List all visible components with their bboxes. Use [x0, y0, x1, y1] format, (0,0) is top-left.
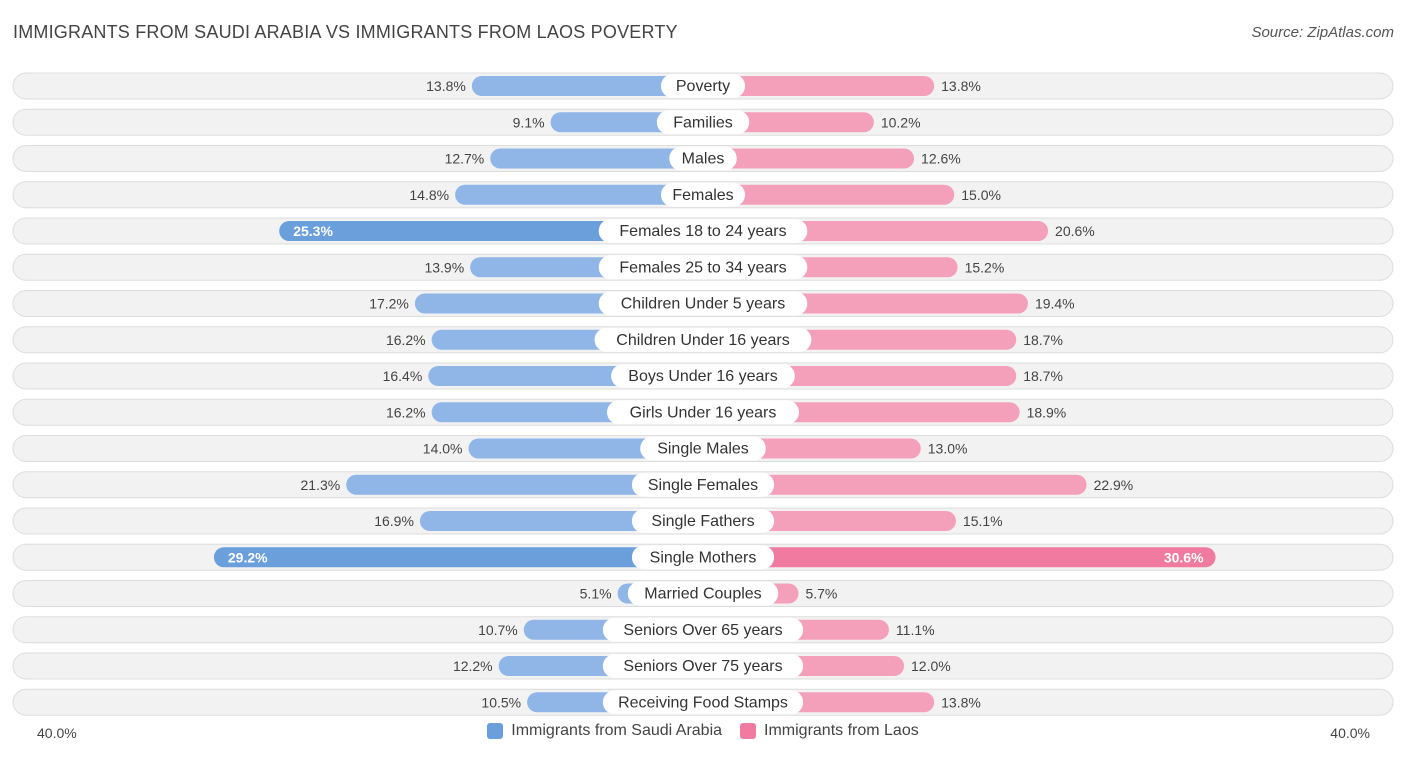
category-pill [631, 472, 775, 497]
category-label: Males [682, 151, 725, 168]
value-label-laos: 11.1% [896, 622, 935, 638]
category-label: Girls Under 16 years [630, 404, 777, 421]
legend-label-saudi: Immigrants from Saudi Arabia [511, 722, 723, 739]
legend-swatch-laos [740, 723, 757, 739]
value-label-saudi: 14.8% [409, 187, 449, 203]
legend-item-saudi: Immigrants from Saudi Arabia [487, 722, 722, 740]
legend-swatch-saudi [487, 723, 504, 739]
category-label: Females 18 to 24 years [619, 223, 786, 240]
bar-saudi [346, 474, 703, 495]
value-label-laos: 13.0% [928, 441, 968, 457]
category-pill [598, 255, 808, 280]
value-label-saudi: 16.2% [386, 404, 426, 420]
value-label-saudi: 13.9% [424, 259, 464, 275]
category-pill [669, 146, 737, 171]
bar-saudi [490, 148, 703, 169]
value-label-laos: 15.2% [965, 259, 1005, 275]
value-label-laos: 18.9% [1027, 404, 1067, 420]
bar-laos [703, 474, 1087, 495]
value-label-saudi: 14.0% [423, 441, 463, 457]
value-label-laos: 15.0% [961, 187, 1001, 203]
value-label-laos: 18.7% [1023, 332, 1063, 348]
category-pill [631, 509, 775, 533]
value-label-laos: 30.6% [1164, 549, 1204, 565]
legend-item-laos: Immigrants from Laos [740, 722, 919, 740]
value-label-saudi: 29.2% [228, 549, 268, 565]
category-pill [660, 74, 746, 98]
category-pill [602, 617, 804, 642]
value-label-saudi: 16.2% [386, 332, 426, 348]
bar-saudi [471, 76, 703, 96]
category-label: Married Couples [644, 586, 761, 603]
category-pill [594, 327, 812, 352]
category-label: Seniors Over 75 years [623, 658, 782, 675]
value-label-saudi: 9.1% [513, 114, 545, 130]
value-label-laos: 22.9% [1094, 477, 1134, 493]
value-label-laos: 19.4% [1035, 296, 1075, 312]
value-label-saudi: 13.8% [426, 78, 466, 94]
value-label-saudi: 16.9% [374, 513, 414, 529]
bar-saudi [455, 184, 703, 205]
bar-saudi [279, 221, 703, 241]
chart-title: IMMIGRANTS FROM SAUDI ARABIA VS IMMIGRAN… [13, 22, 678, 42]
category-pill [627, 581, 779, 606]
value-label-laos: 12.6% [921, 151, 961, 167]
value-label-saudi: 5.1% [580, 586, 612, 602]
value-label-laos: 13.8% [941, 694, 981, 710]
category-pill [602, 654, 804, 678]
value-label-saudi: 10.5% [481, 694, 521, 710]
category-label: Single Mothers [650, 549, 757, 566]
category-pill [660, 182, 746, 207]
value-label-saudi: 10.7% [478, 622, 518, 638]
category-pill [640, 436, 766, 461]
source-label: Source: ZipAtlas.com [1251, 24, 1394, 41]
value-label-saudi: 17.2% [369, 296, 409, 312]
category-label: Single Females [648, 477, 758, 494]
category-label: Seniors Over 65 years [623, 622, 782, 639]
value-label-laos: 18.7% [1023, 368, 1063, 384]
category-label: Single Males [657, 441, 749, 458]
category-pill [631, 545, 775, 570]
category-pill [656, 110, 750, 135]
category-pill [607, 400, 799, 425]
bar-saudi [419, 511, 703, 531]
value-label-laos: 13.8% [941, 78, 981, 94]
axis-left-label: 40.0% [37, 725, 77, 741]
category-label: Receiving Food Stamps [618, 694, 788, 711]
category-label: Poverty [676, 78, 730, 95]
value-label-laos: 5.7% [805, 586, 837, 602]
bar-laos [703, 76, 935, 96]
bar-saudi [213, 547, 703, 568]
category-pill [598, 291, 808, 316]
category-label: Single Fathers [651, 513, 754, 530]
category-label: Females 25 to 34 years [619, 259, 786, 276]
legend-label-laos: Immigrants from Laos [764, 722, 919, 739]
axis-right-label: 40.0% [1330, 725, 1370, 741]
category-label: Boys Under 16 years [628, 368, 777, 385]
value-label-laos: 20.6% [1055, 223, 1095, 239]
value-label-saudi: 25.3% [293, 223, 333, 239]
bar-laos [703, 184, 955, 205]
category-label: Females [672, 187, 733, 204]
category-label: Children Under 5 years [621, 296, 786, 313]
value-label-saudi: 12.2% [453, 658, 493, 674]
category-pill [598, 219, 808, 243]
category-pill [602, 690, 804, 715]
value-label-saudi: 16.4% [383, 368, 423, 384]
value-label-laos: 15.1% [963, 513, 1003, 529]
category-label: Families [673, 114, 733, 131]
category-label: Children Under 16 years [616, 332, 789, 349]
category-pill [611, 364, 795, 388]
bar-laos [703, 547, 1216, 568]
value-label-saudi: 12.7% [445, 151, 485, 167]
legend: Immigrants from Saudi Arabia Immigrants … [0, 722, 1406, 740]
value-label-saudi: 21.3% [301, 477, 341, 493]
bar-laos [703, 148, 915, 169]
value-label-laos: 10.2% [881, 114, 921, 130]
value-label-laos: 12.0% [911, 658, 951, 674]
